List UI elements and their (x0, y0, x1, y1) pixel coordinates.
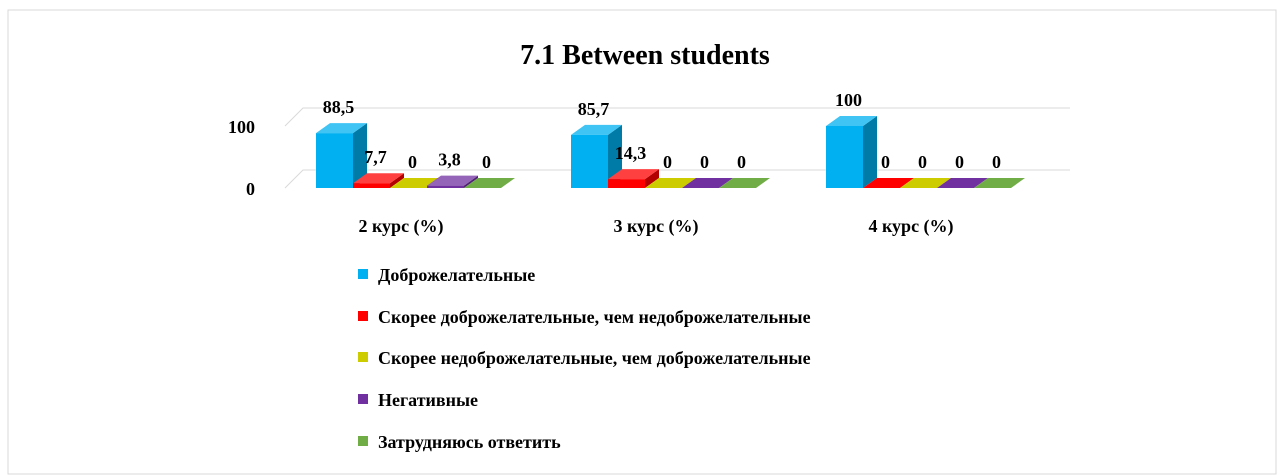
legend-swatch (358, 311, 368, 321)
y-tick-label: 100 (228, 117, 255, 137)
bar-3d (719, 178, 770, 188)
data-label: 0 (955, 152, 964, 172)
bar-3d (826, 116, 877, 188)
data-label: 0 (408, 152, 417, 172)
chart-title: 7.1 Between students (520, 40, 770, 71)
data-label: 0 (482, 152, 491, 172)
bar-3d (863, 178, 914, 188)
data-label: 0 (737, 152, 746, 172)
bar (427, 185, 464, 188)
data-label: 0 (918, 152, 927, 172)
x-tick-label: 3 курс (%) (613, 216, 698, 237)
bar-side (353, 123, 367, 188)
x-tick-label: 4 курс (%) (868, 216, 953, 237)
bar-side (863, 116, 877, 188)
legend-label: Доброжелательные (378, 265, 535, 285)
bar-3d (316, 123, 367, 188)
chart-border (7, 9, 1277, 475)
legend-label: Негативные (378, 390, 478, 410)
bar-3d (608, 169, 659, 188)
bar-3d (937, 178, 988, 188)
bar-top (645, 178, 696, 188)
bar (571, 134, 608, 188)
bar (826, 126, 863, 188)
grid-line (284, 169, 1070, 189)
bar (353, 183, 390, 188)
data-label: 100 (835, 90, 862, 110)
bar-top (353, 173, 404, 184)
bar-top (974, 178, 1025, 188)
bar-3d (353, 173, 404, 188)
bar (608, 179, 645, 188)
bar-3d (645, 178, 696, 188)
bar-3d (682, 178, 733, 188)
bar (316, 133, 353, 188)
bar-top (608, 169, 659, 180)
bar-side (645, 169, 659, 188)
bar-top (571, 124, 622, 135)
data-label: 88,5 (323, 97, 355, 117)
bar-3d (464, 178, 515, 188)
legend-swatch (358, 394, 368, 404)
bar-3d (427, 175, 478, 188)
bar-3d (900, 178, 951, 188)
data-label: 0 (663, 152, 672, 172)
bar-top (900, 178, 951, 188)
bar-top (863, 178, 914, 188)
legend-swatch (358, 436, 368, 446)
bar-top (464, 178, 515, 188)
data-label: 3,8 (438, 150, 461, 170)
data-label: 85,7 (578, 99, 610, 119)
bar-top (719, 178, 770, 188)
x-tick-label: 2 курс (%) (358, 216, 443, 237)
data-label: 7,7 (364, 147, 387, 167)
data-label: 0 (881, 152, 890, 172)
legend-label: Затрудняюсь ответить (378, 432, 561, 452)
bar-side (390, 173, 404, 188)
data-label: 0 (992, 152, 1001, 172)
bar-3d (974, 178, 1025, 188)
legend-swatch (358, 269, 368, 279)
legend-label: Скорее недоброжелательные, чем доброжела… (378, 348, 811, 368)
data-label: 0 (700, 152, 709, 172)
y-tick-label: 0 (246, 179, 255, 199)
bar-top (937, 178, 988, 188)
bar-top (682, 178, 733, 188)
bar-top (316, 123, 367, 134)
data-label: 14,3 (615, 143, 647, 163)
bar-top (427, 175, 478, 186)
grid-line (284, 107, 1070, 127)
legend-swatch (358, 352, 368, 362)
legend-label: Скорее доброжелательные, чем недоброжела… (378, 307, 811, 327)
bar-top (826, 116, 877, 126)
bar-side (464, 175, 478, 188)
